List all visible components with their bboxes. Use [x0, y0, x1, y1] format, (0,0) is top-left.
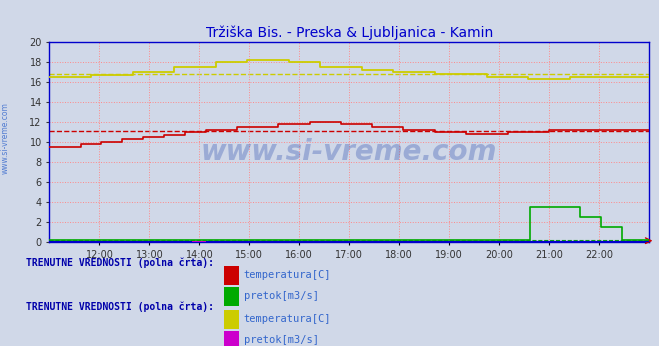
Text: temperatura[C]: temperatura[C]: [244, 314, 331, 324]
Text: pretok[m3/s]: pretok[m3/s]: [244, 335, 319, 345]
Text: www.si-vreme.com: www.si-vreme.com: [1, 102, 10, 174]
Text: www.si-vreme.com: www.si-vreme.com: [201, 138, 498, 166]
Text: temperatura[C]: temperatura[C]: [244, 270, 331, 280]
Text: TRENUTNE VREDNOSTI (polna črta):: TRENUTNE VREDNOSTI (polna črta):: [26, 258, 214, 268]
Text: TRENUTNE VREDNOSTI (polna črta):: TRENUTNE VREDNOSTI (polna črta):: [26, 301, 214, 311]
Title: Tržiška Bis. - Preska & Ljubljanica - Kamin: Tržiška Bis. - Preska & Ljubljanica - Ka…: [206, 26, 493, 40]
Text: pretok[m3/s]: pretok[m3/s]: [244, 291, 319, 301]
